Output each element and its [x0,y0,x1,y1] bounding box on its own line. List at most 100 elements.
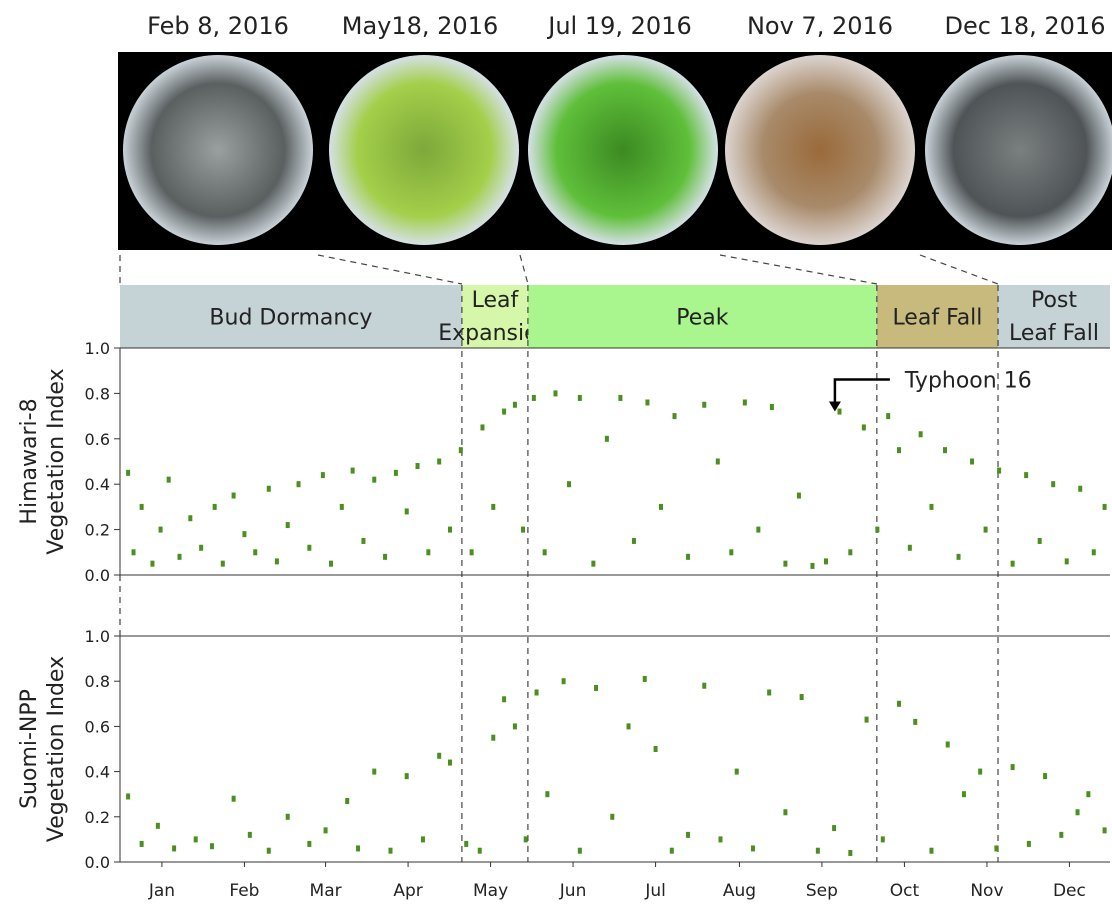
y-axis-label: Vegetation Index [44,368,69,554]
point [464,841,468,847]
point [178,554,182,560]
point [405,773,409,779]
point [865,717,869,723]
point [673,413,677,419]
point [984,527,988,533]
x-tick-label: Sep [806,881,838,901]
point [897,701,901,707]
y-tick-label: 0.4 [85,763,110,782]
point [783,561,787,567]
point [248,832,252,838]
point [388,848,392,854]
y-tick-label: 1.0 [85,627,110,646]
point [929,848,933,854]
photo [725,55,915,245]
point [1103,827,1107,833]
point [307,841,311,847]
phase-label: Bud Dormancy [209,306,372,331]
point [405,508,409,514]
point [729,549,733,555]
point [578,395,582,401]
point [978,769,982,775]
point [1078,486,1082,492]
photo-date: Feb 8, 2016 [147,12,289,40]
point [491,504,495,510]
point [194,836,198,842]
point [132,549,136,555]
point [213,504,217,510]
point [810,563,814,569]
point [832,825,836,831]
x-tick-label: Dec [1053,881,1086,901]
point [426,549,430,555]
point [275,558,279,564]
x-tick-label: Jul [644,881,666,901]
point [735,769,739,775]
point [627,723,631,729]
point [351,468,355,474]
point [372,477,376,483]
photo-date: Nov 7, 2016 [747,12,893,40]
y-tick-label: 0.0 [85,566,110,585]
point [321,472,325,478]
connectors [120,255,998,284]
point [221,561,225,567]
y-tick-label: 0.2 [85,521,110,540]
point [1011,561,1015,567]
point [297,481,301,487]
point [437,753,441,759]
point [535,690,539,696]
y-tick-label: 0.8 [85,384,110,403]
point [816,848,820,854]
point [150,561,154,567]
point [524,836,528,842]
x-tick-label: Mar [310,881,342,901]
point [242,531,246,537]
point [502,409,506,415]
point [1076,809,1080,815]
point [919,431,923,437]
point [881,836,885,842]
point [356,845,360,851]
point [286,522,290,528]
point [797,493,801,499]
point [345,798,349,804]
point [886,413,890,419]
point [480,424,484,430]
point [372,769,376,775]
y-tick-label: 0.4 [85,475,110,494]
y-tick-label: 0.6 [85,717,110,736]
point [962,791,966,797]
point [659,504,663,510]
y-tick-label: 0.2 [85,808,110,827]
annotation-text: Typhoon 16 [904,369,1032,394]
photo [528,55,718,245]
point [140,841,144,847]
point [361,538,365,544]
point [800,694,804,700]
photo-dates: Feb 8, 2016 May18, 2016 Jul 19, 2016 Nov… [147,12,1105,40]
point [491,735,495,741]
point [1024,472,1028,478]
point [929,504,933,510]
y-tick-label: 0.8 [85,672,110,691]
point [1038,538,1042,544]
connector [318,255,462,284]
photo [925,55,1112,245]
point [767,690,771,696]
point [267,486,271,492]
point [307,545,311,551]
point [594,685,598,691]
point [1086,791,1090,797]
point [329,561,333,567]
point [605,436,609,442]
point [1011,764,1015,770]
point [751,845,755,851]
point [946,741,950,747]
point [567,481,571,487]
point [756,527,760,533]
point [543,549,547,555]
point [1043,773,1047,779]
